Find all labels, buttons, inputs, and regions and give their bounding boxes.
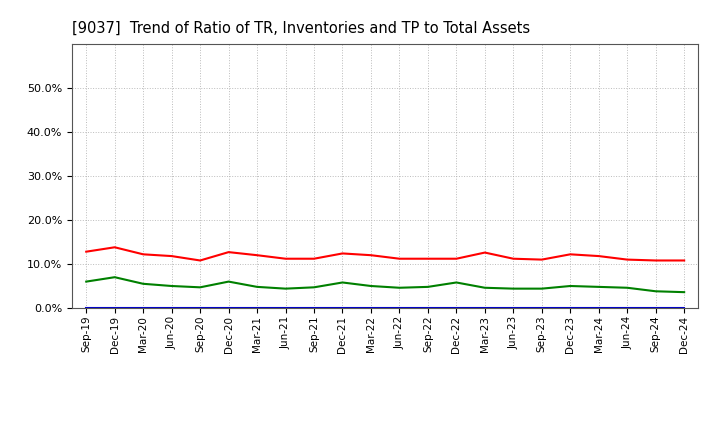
Inventories	[139, 305, 148, 310]
Trade Receivables	[395, 256, 404, 261]
Trade Payables	[480, 285, 489, 290]
Trade Payables	[310, 285, 318, 290]
Inventories	[480, 305, 489, 310]
Trade Payables	[680, 290, 688, 295]
Trade Receivables	[566, 252, 575, 257]
Inventories	[110, 305, 119, 310]
Trade Payables	[595, 284, 603, 290]
Trade Receivables	[310, 256, 318, 261]
Inventories	[282, 305, 290, 310]
Trade Payables	[110, 275, 119, 280]
Line: Trade Receivables: Trade Receivables	[86, 247, 684, 260]
Inventories	[566, 305, 575, 310]
Inventories	[623, 305, 631, 310]
Trade Receivables	[139, 252, 148, 257]
Line: Trade Payables: Trade Payables	[86, 277, 684, 292]
Trade Receivables	[680, 258, 688, 263]
Trade Payables	[537, 286, 546, 291]
Inventories	[595, 305, 603, 310]
Trade Payables	[196, 285, 204, 290]
Trade Payables	[253, 284, 261, 290]
Trade Receivables	[423, 256, 432, 261]
Trade Payables	[225, 279, 233, 284]
Inventories	[452, 305, 461, 310]
Trade Receivables	[623, 257, 631, 262]
Inventories	[423, 305, 432, 310]
Trade Payables	[509, 286, 518, 291]
Trade Receivables	[110, 245, 119, 250]
Inventories	[253, 305, 261, 310]
Trade Receivables	[225, 249, 233, 255]
Trade Receivables	[537, 257, 546, 262]
Trade Receivables	[253, 253, 261, 258]
Trade Payables	[423, 284, 432, 290]
Trade Payables	[652, 289, 660, 294]
Trade Payables	[452, 280, 461, 285]
Inventories	[338, 305, 347, 310]
Text: [9037]  Trend of Ratio of TR, Inventories and TP to Total Assets: [9037] Trend of Ratio of TR, Inventories…	[72, 21, 530, 36]
Trade Payables	[167, 283, 176, 289]
Trade Payables	[82, 279, 91, 284]
Inventories	[167, 305, 176, 310]
Trade Receivables	[652, 258, 660, 263]
Inventories	[509, 305, 518, 310]
Trade Receivables	[167, 253, 176, 259]
Trade Receivables	[595, 253, 603, 259]
Trade Receivables	[452, 256, 461, 261]
Inventories	[225, 305, 233, 310]
Trade Receivables	[282, 256, 290, 261]
Inventories	[537, 305, 546, 310]
Inventories	[310, 305, 318, 310]
Trade Payables	[338, 280, 347, 285]
Trade Receivables	[509, 256, 518, 261]
Inventories	[680, 305, 688, 310]
Trade Payables	[366, 283, 375, 289]
Trade Receivables	[480, 250, 489, 255]
Trade Payables	[623, 285, 631, 290]
Trade Receivables	[196, 258, 204, 263]
Inventories	[366, 305, 375, 310]
Trade Receivables	[82, 249, 91, 254]
Trade Payables	[395, 285, 404, 290]
Inventories	[395, 305, 404, 310]
Trade Payables	[282, 286, 290, 291]
Inventories	[196, 305, 204, 310]
Trade Receivables	[338, 251, 347, 256]
Trade Payables	[566, 283, 575, 289]
Inventories	[82, 305, 91, 310]
Trade Receivables	[366, 253, 375, 258]
Trade Payables	[139, 281, 148, 286]
Inventories	[652, 305, 660, 310]
